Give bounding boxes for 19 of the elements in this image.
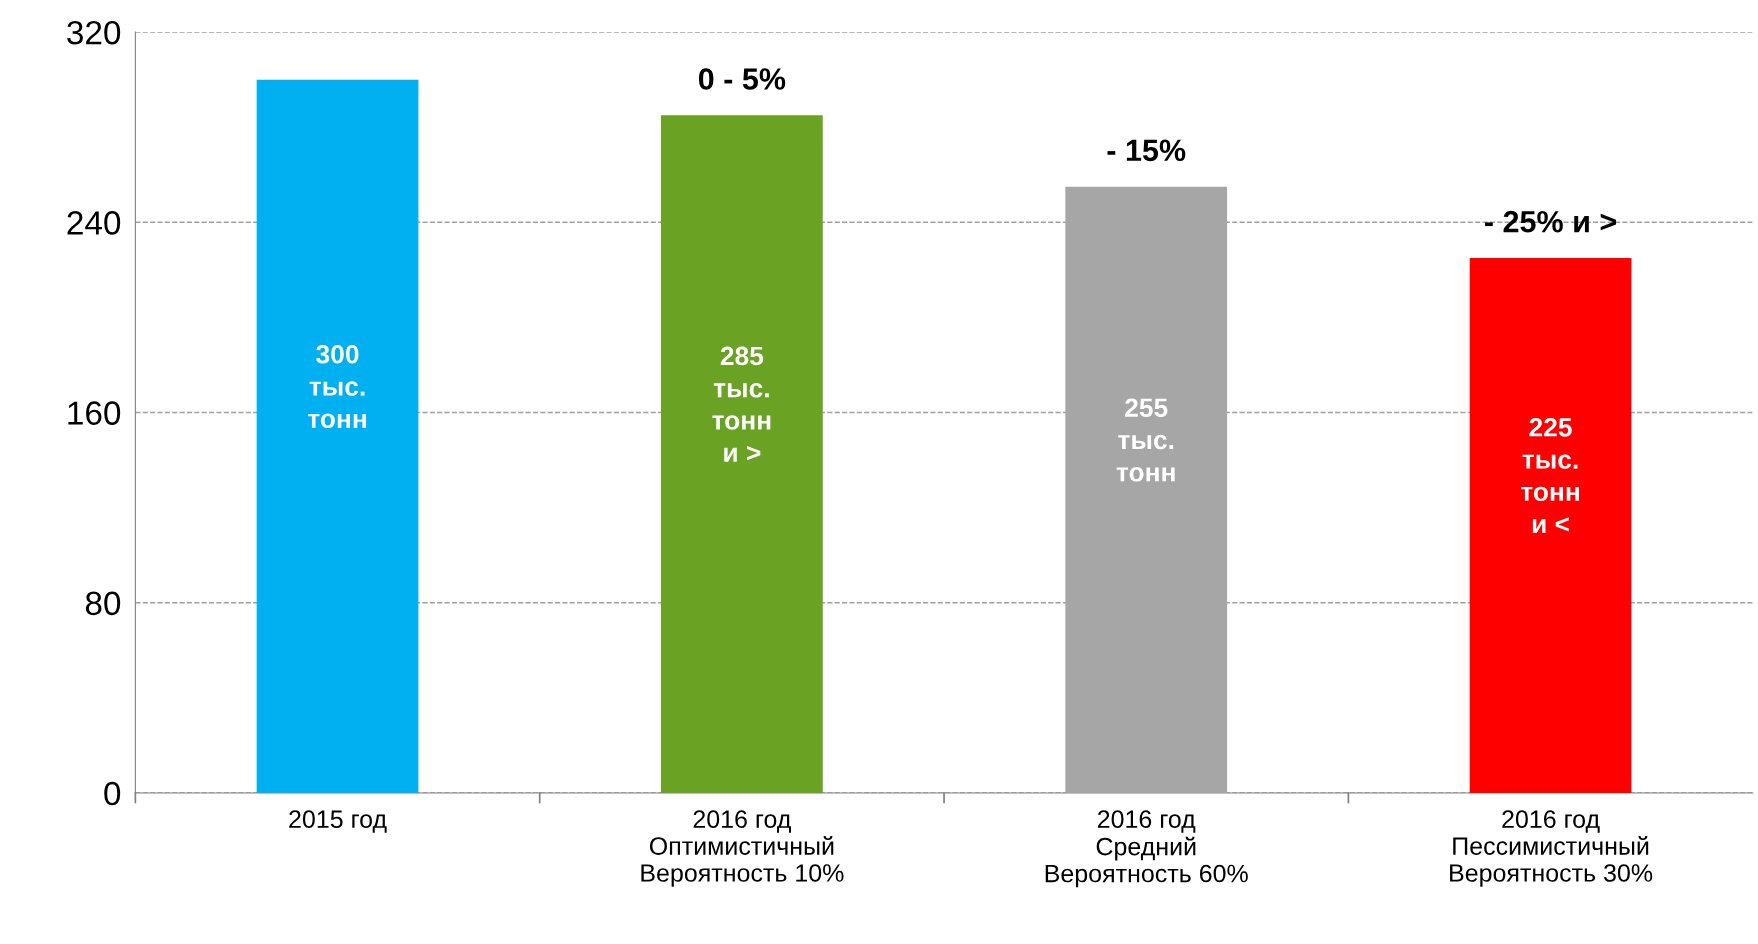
y-tick-label: 240 — [67, 211, 121, 235]
bar — [256, 79, 419, 793]
x-tick-label: 2016 год Пессимистичный Вероятность 30% — [1450, 810, 1653, 887]
y-tick-label: 320 — [67, 20, 121, 45]
bar — [661, 115, 823, 793]
y-tick-label: 160 — [68, 401, 121, 425]
x-tick-label: 2016 год Средний Вероятность 60% — [1045, 810, 1248, 888]
data-label: 255 тыс. тонн — [1116, 398, 1175, 482]
data-label: 285 тыс. тонн и > — [712, 346, 771, 462]
y-tick-label: 0 — [104, 781, 121, 806]
y-tick-label: 80 — [85, 591, 121, 616]
annotation: - 15% — [1107, 139, 1186, 162]
annotation: 0 - 5% — [698, 68, 786, 90]
data-label: 225 тыс. тонн и < — [1521, 417, 1579, 534]
annotation: - 25% и > — [1485, 210, 1617, 233]
x-tick-label: 2016 год Оптимистичный Вероятность 10% — [641, 810, 844, 887]
data-label: 300 тыс. тонн — [308, 344, 366, 429]
x-tick-label: 2015 год — [289, 810, 387, 833]
bar — [1469, 257, 1632, 793]
